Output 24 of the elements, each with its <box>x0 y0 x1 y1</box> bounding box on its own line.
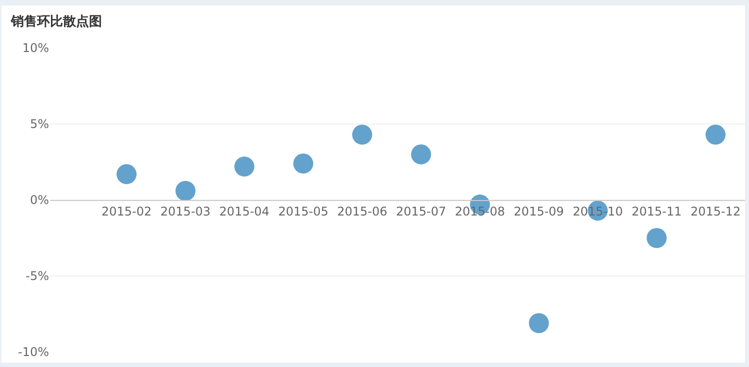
y-tick-label: 10% <box>22 41 49 56</box>
x-tick-label: 2015-07 <box>396 204 446 218</box>
y-tick-label: -5% <box>26 269 49 284</box>
point <box>234 156 254 177</box>
point <box>411 144 432 164</box>
point <box>352 124 372 145</box>
x-tick-label: 2015-02 <box>102 204 152 218</box>
point <box>706 124 726 145</box>
x-tick-label: 2015-12 <box>690 204 741 218</box>
x-tick-label: 2015-04 <box>219 204 270 218</box>
x-tick-label: 2015-09 <box>514 204 564 218</box>
x-tick-label: 2015-11 <box>632 204 682 218</box>
x-tick-label: 2015-06 <box>337 204 388 218</box>
point <box>175 180 196 201</box>
x-tick-label: 2015-05 <box>278 204 328 218</box>
point <box>646 228 667 248</box>
chart-title: 销售环比散点图 <box>10 14 102 30</box>
y-tick-label: 0% <box>30 193 49 208</box>
y-tick-label: -10% <box>18 345 49 360</box>
point <box>116 164 137 184</box>
point <box>528 313 549 334</box>
point <box>293 154 314 174</box>
y-tick-label: 5% <box>30 117 49 132</box>
x-tick-label: 2015-03 <box>160 204 211 218</box>
